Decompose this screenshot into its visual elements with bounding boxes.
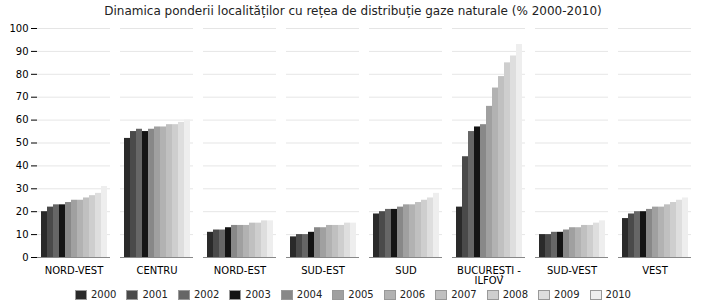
svg-text:60: 60 [16,114,29,125]
svg-text:80: 80 [16,69,29,80]
svg-text:30: 30 [16,183,29,194]
html-text:2000: 2000 [91,289,117,300]
html-text:2009: 2009 [554,289,580,300]
svg-text:SUD: SUD [395,265,417,276]
svg-text:SUD-EST: SUD-EST [301,265,346,276]
svg-text:90: 90 [16,46,29,57]
html-text:2006: 2006 [399,289,426,300]
html-text:2005: 2005 [348,289,374,300]
svg-text:0: 0 [22,252,28,263]
svg-text:40: 40 [16,160,29,171]
html-text:2003: 2003 [245,289,271,300]
svg-text:10: 10 [16,229,29,240]
svg-text:VEST: VEST [642,265,669,276]
svg-text:NORD-VEST: NORD-VEST [45,265,105,276]
svg-text:BUCUREȘTI -ILFOV: BUCUREȘTI -ILFOV [457,265,521,286]
html-text:2001: 2001 [142,289,168,300]
html-text:2007: 2007 [451,289,477,300]
svg-text:SUD-VEST: SUD-VEST [547,265,598,276]
svg-text:70: 70 [16,91,29,102]
svg-text:CENTRU: CENTRU [136,265,177,276]
html-text:2002: 2002 [193,289,220,300]
html-text:2004: 2004 [296,289,323,300]
html-text:Dinamica ponderii localitățilo: Dinamica ponderii localităților cu rețea… [104,4,602,18]
html-text:2010: 2010 [605,289,631,300]
svg-text:100: 100 [9,23,28,34]
svg-text:NORD-EST: NORD-EST [214,265,267,276]
svg-text:50: 50 [16,137,29,148]
html-text:2008: 2008 [502,289,529,300]
svg-text:20: 20 [16,206,29,217]
